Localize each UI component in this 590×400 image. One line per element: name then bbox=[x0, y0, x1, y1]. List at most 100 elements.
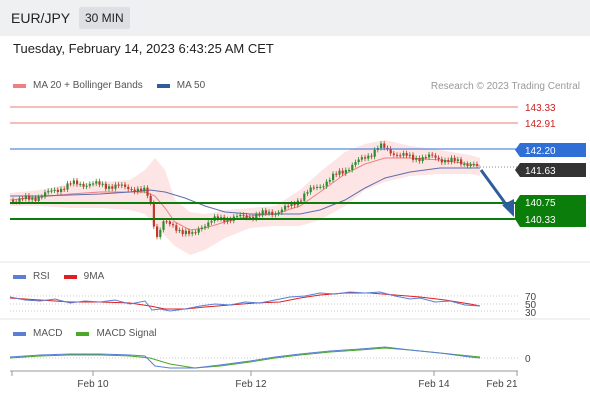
candle-body bbox=[341, 170, 344, 174]
candle-body bbox=[197, 228, 200, 233]
legend-9ma: 9MA bbox=[83, 271, 105, 282]
candle-body bbox=[47, 190, 50, 193]
candle-body bbox=[127, 186, 130, 190]
pivot-tag bbox=[515, 143, 586, 157]
candle-body bbox=[50, 190, 53, 192]
candle-body bbox=[239, 214, 242, 217]
datetime-label: Tuesday, February 14, 2023 6:43:25 AM CE… bbox=[13, 41, 274, 56]
x-label-feb14: Feb 14 bbox=[418, 379, 450, 390]
legend-macd: MACD bbox=[33, 328, 63, 339]
candle-body bbox=[274, 213, 277, 216]
x-label-feb10: Feb 10 bbox=[77, 379, 109, 390]
candle-body bbox=[136, 188, 139, 192]
candle-body bbox=[194, 232, 197, 234]
support-tag bbox=[515, 195, 586, 227]
candle-body bbox=[424, 157, 427, 159]
candle-body bbox=[373, 149, 376, 157]
candle-body bbox=[226, 219, 229, 222]
macd-tick-0: 0 bbox=[525, 354, 531, 365]
candle-body bbox=[156, 226, 159, 237]
rsi-legend: RSI 9MA bbox=[13, 271, 104, 282]
candle-body bbox=[104, 183, 107, 189]
candle-body bbox=[360, 157, 363, 160]
candle-body bbox=[447, 160, 450, 162]
candle-body bbox=[418, 158, 421, 162]
candle-body bbox=[437, 157, 440, 160]
candle-body bbox=[69, 183, 72, 185]
ma20-swatch bbox=[13, 83, 26, 88]
x-label-feb12: Feb 12 bbox=[235, 379, 267, 390]
candle-body bbox=[460, 159, 463, 165]
candle-body bbox=[56, 189, 59, 192]
candle-body bbox=[149, 195, 152, 203]
candle-body bbox=[396, 154, 399, 156]
candle-body bbox=[290, 203, 293, 207]
candle-body bbox=[402, 153, 405, 156]
candle-body bbox=[412, 154, 415, 160]
ma50-line bbox=[10, 167, 480, 215]
candle-body bbox=[271, 211, 274, 216]
candle-body bbox=[72, 180, 75, 184]
candle-body bbox=[181, 230, 184, 235]
candle-body bbox=[364, 157, 367, 159]
candle-body bbox=[284, 205, 287, 210]
candle-body bbox=[293, 203, 296, 206]
candle-body bbox=[450, 157, 453, 162]
candle-body bbox=[277, 212, 280, 214]
candle-body bbox=[444, 160, 447, 163]
candle-body bbox=[264, 210, 267, 214]
candle-body bbox=[456, 159, 459, 161]
rsi-9ma-line bbox=[9, 292, 481, 310]
candle-body bbox=[469, 164, 472, 167]
candle-body bbox=[108, 186, 111, 189]
candle-body bbox=[472, 164, 475, 166]
candle-body bbox=[440, 159, 443, 163]
candle-body bbox=[322, 186, 325, 188]
candle-body bbox=[344, 170, 347, 174]
candle-body bbox=[191, 232, 194, 234]
candle-body bbox=[236, 216, 239, 218]
candle-body bbox=[53, 189, 56, 191]
candle-body bbox=[380, 143, 383, 149]
candle-body bbox=[21, 198, 24, 200]
candle-body bbox=[162, 221, 165, 230]
candle-body bbox=[168, 221, 171, 225]
candle-body bbox=[348, 169, 351, 171]
candle-body bbox=[165, 221, 168, 223]
candle-body bbox=[303, 193, 306, 201]
candle-body bbox=[431, 154, 434, 156]
candle-body bbox=[40, 196, 43, 198]
candle-body bbox=[463, 164, 466, 166]
candle-body bbox=[476, 164, 479, 166]
rsi-line bbox=[9, 291, 481, 312]
candle-body bbox=[124, 184, 127, 187]
candle-body bbox=[309, 187, 312, 193]
candle-body bbox=[389, 148, 392, 154]
bollinger-band bbox=[10, 140, 480, 255]
candle-body bbox=[95, 181, 98, 184]
candle-body bbox=[143, 187, 146, 191]
symbol-title: EUR/JPY bbox=[11, 10, 71, 26]
pivot-label: 142.20 bbox=[525, 146, 556, 157]
macd-legend: MACD MACD Signal bbox=[13, 328, 156, 339]
candle-body bbox=[408, 154, 411, 156]
support-label-1: 140.75 bbox=[525, 198, 556, 209]
candle-body bbox=[405, 153, 408, 156]
candle-body bbox=[92, 183, 95, 185]
candle-body bbox=[354, 162, 357, 166]
macd-swatch bbox=[13, 331, 26, 336]
candle-body bbox=[280, 209, 283, 213]
candle-body bbox=[383, 143, 386, 148]
timeframe-button[interactable]: 30 MIN bbox=[79, 7, 130, 29]
candle-body bbox=[316, 187, 319, 189]
candle-body bbox=[37, 197, 40, 201]
candle-body bbox=[79, 184, 82, 186]
rsi-tick-50: 50 bbox=[525, 300, 537, 311]
candle-body bbox=[85, 185, 88, 187]
candle-body bbox=[63, 188, 66, 190]
candle-body bbox=[101, 183, 104, 185]
candle-body bbox=[188, 230, 191, 234]
candle-body bbox=[66, 183, 69, 190]
candle-body bbox=[325, 181, 328, 187]
